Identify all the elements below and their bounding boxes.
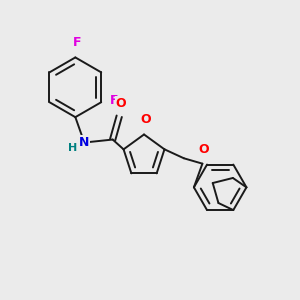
- Text: F: F: [73, 36, 81, 49]
- Text: O: O: [140, 113, 151, 126]
- Text: O: O: [198, 143, 209, 156]
- Text: O: O: [116, 97, 126, 110]
- Text: H: H: [68, 143, 78, 153]
- Text: N: N: [79, 136, 89, 149]
- Text: F: F: [110, 94, 118, 107]
